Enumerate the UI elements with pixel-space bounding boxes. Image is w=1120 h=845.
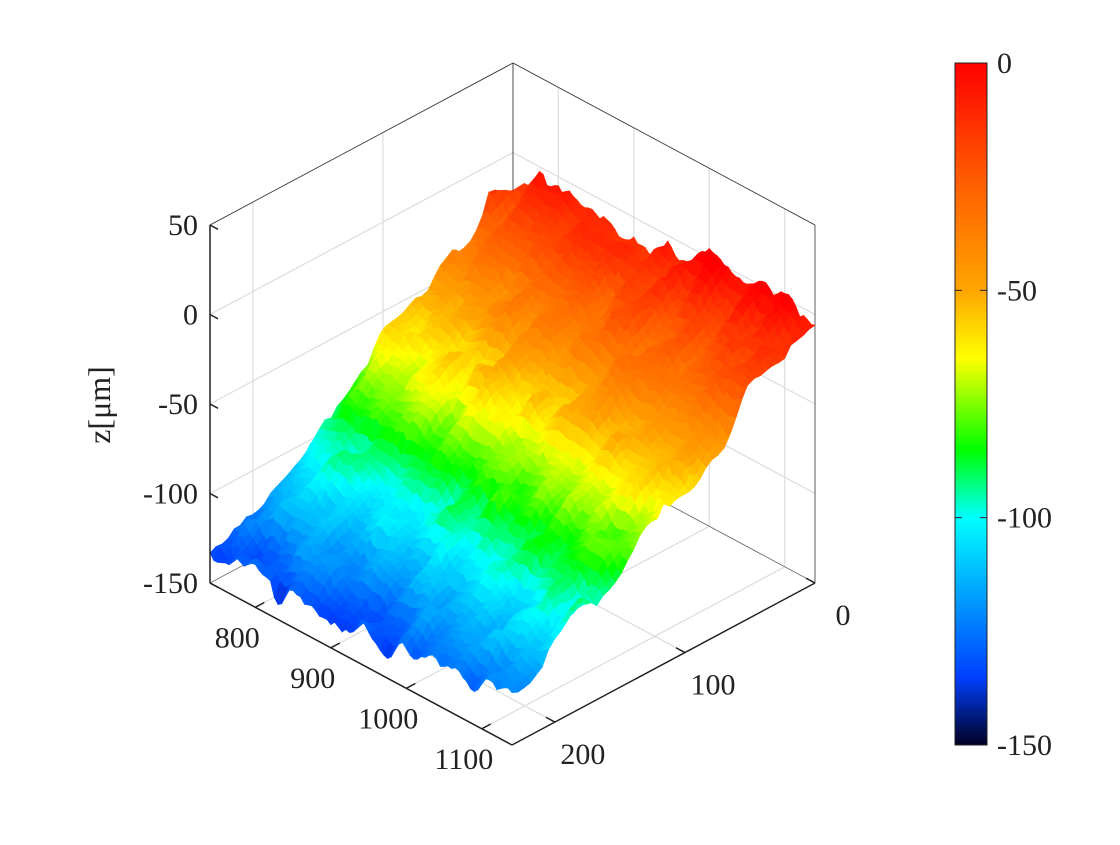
x-tick-label: 800 (215, 621, 260, 654)
x-tick-label: 1000 (358, 702, 418, 735)
box-edge (210, 63, 513, 225)
z-tick-label: 0 (183, 299, 198, 332)
z-tick (210, 315, 218, 319)
z-tick (210, 404, 218, 408)
z-tick-label: -150 (143, 567, 198, 600)
z-tick-label: -50 (158, 388, 198, 421)
z-tick (210, 583, 218, 587)
y-tick-label: 200 (560, 738, 605, 771)
z-tick (210, 494, 218, 498)
y-tick-label: 0 (836, 599, 851, 632)
colorbar-tick-label: -50 (997, 274, 1037, 307)
z-tick-label: 50 (168, 209, 198, 242)
colorbar-tick-label: 0 (997, 47, 1012, 80)
x-tick (482, 724, 491, 729)
y-tick (806, 578, 815, 583)
y-tick (546, 717, 555, 722)
colorbar-tick-label: -100 (997, 502, 1052, 535)
surface (210, 171, 815, 692)
x-tick-label: 900 (290, 662, 335, 695)
y-tick (676, 648, 685, 653)
x-tick (331, 643, 340, 648)
y-tick-label: 100 (690, 669, 735, 702)
z-axis-label: z[μm] (81, 366, 117, 444)
z-tick (210, 225, 218, 229)
x-tick (255, 603, 264, 608)
x-tick (406, 684, 415, 689)
z-tick-label: -100 (143, 478, 198, 511)
x-tick-label: 1100 (434, 743, 493, 776)
colorbar (955, 63, 987, 745)
colorbar-tick-label: -150 (997, 729, 1052, 762)
